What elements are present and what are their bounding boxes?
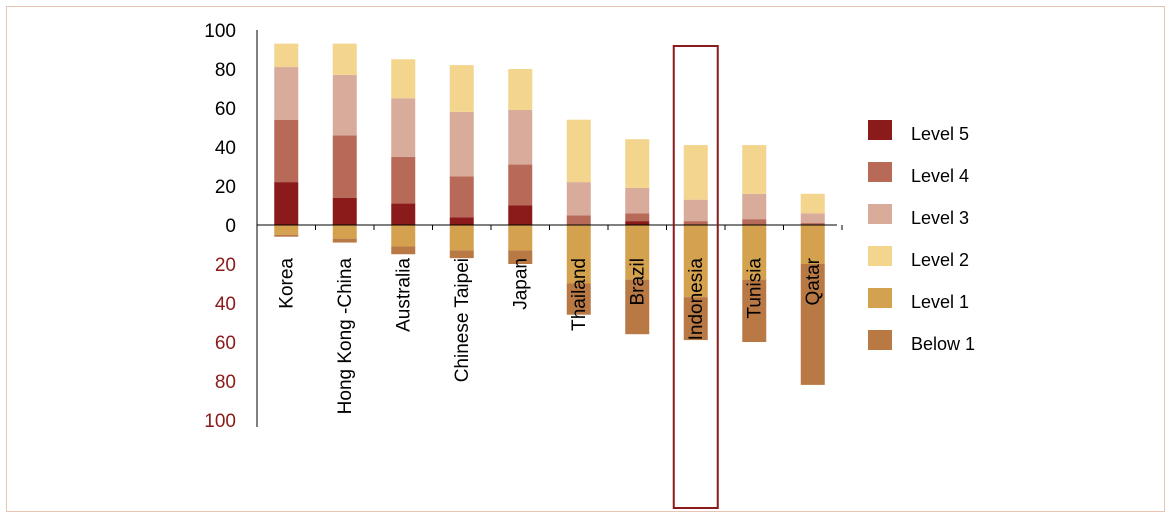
bar-hong-kong-china-level-1 — [332, 225, 357, 239]
axes-layer — [256, 30, 843, 427]
x-tick-label-hong-kong-china: Hong Kong -China — [335, 258, 356, 415]
bar-australia-level-1 — [391, 225, 416, 247]
legend-label-level-2: Level 2 — [911, 250, 969, 270]
bar-indonesia-level-2 — [683, 145, 708, 200]
bar-korea-level-2 — [274, 43, 299, 68]
bar-korea-below-1 — [274, 234, 299, 237]
bar-australia-level-3 — [391, 98, 416, 157]
y-tick-labels: 100 80 60 40 20 0 20 40 60 80 100 — [204, 21, 236, 432]
y-tick-label-negative: 80 — [215, 372, 236, 393]
x-tick-label-thailand: Thailand — [569, 258, 590, 331]
bar-hong-kong-china-level-2 — [332, 43, 357, 75]
bar-chinese-taipei-level-1 — [449, 225, 474, 251]
bar-brazil-level-4 — [625, 213, 650, 222]
bar-tunisia-below-1 — [742, 279, 767, 342]
bar-qatar-level-3 — [800, 213, 825, 224]
bar-indonesia-level-1 — [683, 225, 708, 298]
legend-swatch-level-3 — [868, 204, 892, 224]
bar-hong-kong-china-below-1 — [332, 238, 357, 243]
legend-label-level-4: Level 4 — [911, 166, 969, 186]
bar-qatar-level-2 — [800, 193, 825, 214]
x-tick-label-qatar: Qatar — [803, 257, 824, 305]
x-tick-label-brazil: Brazil — [627, 258, 648, 306]
bar-brazil-below-1 — [625, 279, 650, 335]
y-tick-label: 0 — [225, 216, 236, 237]
bar-japan-level-3 — [508, 109, 533, 165]
bar-tunisia-level-2 — [742, 145, 767, 194]
bar-chinese-taipei-below-1 — [449, 250, 474, 259]
y-tick-label-negative: 100 — [204, 411, 236, 432]
y-tick-label-negative: 40 — [215, 294, 236, 315]
y-tick-label: 20 — [215, 177, 236, 198]
bar-thailand-level-2 — [566, 119, 591, 183]
bar-indonesia-below-1 — [683, 297, 708, 341]
bar-chinese-taipei-level-4 — [449, 176, 474, 218]
bar-korea-level-4 — [274, 119, 299, 183]
bar-japan-level-4 — [508, 164, 533, 206]
bar-chinese-taipei-level-3 — [449, 111, 474, 177]
bar-hong-kong-china-level-5 — [332, 197, 357, 225]
bar-indonesia-level-4 — [683, 221, 708, 225]
bar-qatar-below-1 — [800, 264, 825, 385]
x-tick-label-chinese-taipei: Chinese Taipei — [452, 258, 473, 382]
y-tick-label-negative: 20 — [215, 255, 236, 276]
x-tick-label-japan: Japan — [510, 258, 531, 310]
x-tick-label-korea: Korea — [276, 258, 297, 309]
bar-brazil-level-3 — [625, 187, 650, 214]
bar-hong-kong-china-level-3 — [332, 74, 357, 136]
bar-thailand-level-4 — [566, 215, 591, 225]
bar-australia-below-1 — [391, 246, 416, 255]
bar-japan-level-2 — [508, 69, 533, 110]
highlight-layer — [672, 45, 719, 509]
legend-swatch-level-1 — [868, 288, 892, 308]
y-tick-label: 100 — [204, 21, 236, 42]
y-tick-label: 40 — [215, 138, 236, 159]
bar-australia-level-2 — [391, 59, 416, 99]
bar-tunisia-level-1 — [742, 225, 767, 280]
highlight-box-indonesia — [672, 45, 719, 509]
bar-thailand-below-1 — [566, 283, 591, 315]
legend-swatch-level-5 — [868, 120, 892, 140]
x-tick-label-indonesia: Indonesia — [686, 258, 707, 341]
bar-indonesia-level-3 — [683, 199, 708, 222]
x-tick-labels: Korea Hong Kong -China Australia Chinese Ta… — [276, 257, 824, 414]
bar-australia-level-5 — [391, 203, 416, 225]
bar-brazil-level-5 — [625, 221, 650, 225]
bar-qatar-level-1 — [800, 225, 825, 264]
bar-chinese-taipei-level-5 — [449, 217, 474, 225]
legend-swatch-below-1 — [868, 330, 892, 350]
bar-qatar-level-4 — [800, 223, 825, 225]
bar-australia-level-4 — [391, 156, 416, 204]
bar-thailand-level-1 — [566, 225, 591, 284]
legend: Level 5 Level 4 Level 3 Level 2 Level 1 Below… — [868, 120, 975, 354]
bar-japan-level-5 — [508, 205, 533, 225]
bar-tunisia-level-3 — [742, 193, 767, 220]
bar-brazil-level-1 — [625, 225, 650, 280]
bar-tunisia-level-4 — [742, 219, 767, 225]
bars-layer — [274, 43, 825, 385]
bar-brazil-level-2 — [625, 139, 650, 188]
legend-label-below-1: Below 1 — [911, 334, 975, 354]
bar-chinese-taipei-level-2 — [449, 65, 474, 112]
y-tick-label: 60 — [215, 99, 236, 120]
x-tick-label-australia: Australia — [393, 258, 414, 332]
legend-label-level-1: Level 1 — [911, 292, 969, 312]
bar-korea-level-1 — [274, 225, 299, 235]
bar-hong-kong-china-level-4 — [332, 135, 357, 198]
bar-japan-level-1 — [508, 225, 533, 251]
bar-korea-level-5 — [274, 182, 299, 225]
y-tick-label: 80 — [215, 60, 236, 81]
bar-korea-level-3 — [274, 67, 299, 120]
x-tick-label-tunisia: Tunisia — [744, 258, 765, 319]
bar-japan-below-1 — [508, 250, 533, 264]
legend-label-level-3: Level 3 — [911, 208, 969, 228]
bar-thailand-level-3 — [566, 182, 591, 216]
legend-swatch-level-2 — [868, 246, 892, 266]
legend-swatch-level-4 — [868, 162, 892, 182]
legend-label-level-5: Level 5 — [911, 124, 969, 144]
y-tick-label-negative: 60 — [215, 333, 236, 354]
